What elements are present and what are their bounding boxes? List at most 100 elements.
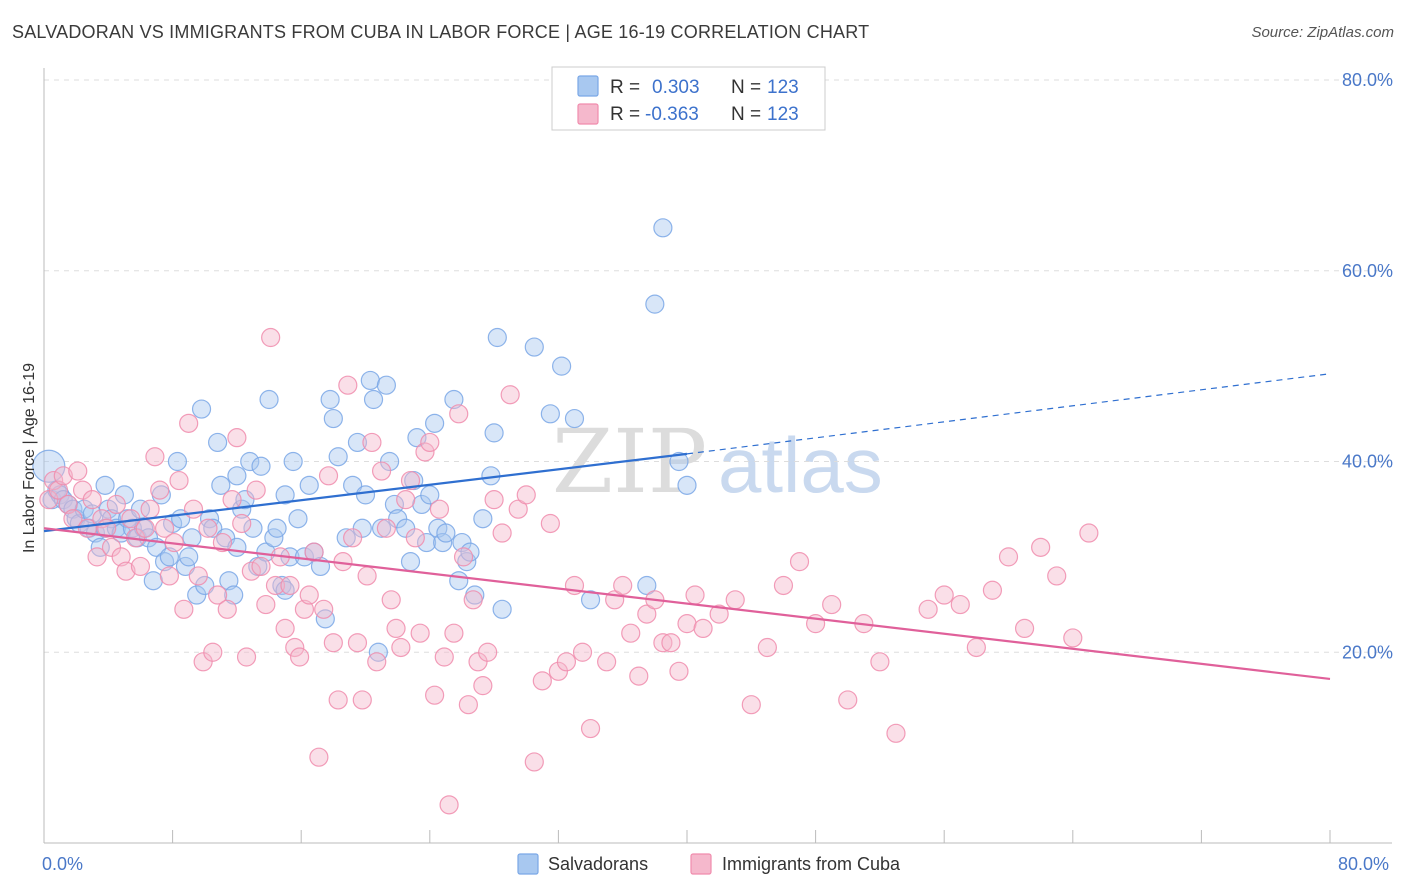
point-s1-31 <box>188 566 208 586</box>
point-s1-90 <box>473 676 493 696</box>
point-s1-71 <box>381 590 401 610</box>
point-s1-134 <box>982 580 1003 600</box>
series-legend-label-cuba: Immigrants from Cuba <box>722 854 901 874</box>
point-s1-50 <box>280 575 300 596</box>
point-s1-6 <box>68 461 88 481</box>
point-s1-130 <box>918 599 938 619</box>
point-s1-4 <box>58 494 78 515</box>
point-s1-135 <box>998 547 1019 567</box>
point-s1-133 <box>966 637 986 658</box>
point-s1-87 <box>458 695 478 715</box>
point-s1-119 <box>725 590 745 610</box>
point-s0-46 <box>224 585 244 605</box>
point-s1-114 <box>669 661 689 681</box>
point-s1-30 <box>183 499 204 519</box>
point-s0-67 <box>315 609 335 629</box>
trend-layer <box>43 373 1331 681</box>
series-layer <box>32 218 1099 815</box>
point-s1-113 <box>661 633 681 653</box>
point-s1-68 <box>367 652 387 672</box>
y-tick-label-0: 20.0% <box>1342 642 1393 662</box>
point-s0-106 <box>524 337 544 357</box>
point-s1-76 <box>405 528 425 548</box>
point-s0-107 <box>540 404 560 424</box>
watermark-atlas: atlas <box>718 421 883 509</box>
point-s1-57 <box>314 599 334 619</box>
point-s0-61 <box>283 451 303 472</box>
point-s1-85 <box>449 404 469 424</box>
point-s0-75 <box>355 485 376 505</box>
point-s1-24 <box>154 518 175 538</box>
point-s0-32 <box>167 451 188 472</box>
point-s0-80 <box>376 375 396 395</box>
point-s1-34 <box>203 642 223 662</box>
point-s0-62 <box>288 509 308 529</box>
point-s1-43 <box>246 480 266 500</box>
legend-n-label-1: N = <box>731 104 761 125</box>
point-s1-78 <box>415 442 435 462</box>
point-s1-54 <box>299 585 319 605</box>
point-s0-53 <box>251 456 271 476</box>
point-s0-87 <box>407 428 427 448</box>
point-s0-77 <box>363 389 384 410</box>
point-s0-112 <box>645 294 665 314</box>
point-s1-138 <box>1047 566 1067 586</box>
point-s1-110 <box>637 604 657 624</box>
point-s1-99 <box>540 513 560 534</box>
point-s1-62 <box>338 375 358 395</box>
point-s0-39 <box>195 575 215 596</box>
source-label: Source: ZipAtlas.com <box>1251 24 1394 41</box>
y-tick-label-3: 80.0% <box>1342 70 1393 90</box>
point-s0-109 <box>564 408 585 429</box>
point-s1-97 <box>524 752 544 772</box>
point-s1-116 <box>685 585 705 605</box>
point-s0-76 <box>360 370 380 391</box>
point-s0-90 <box>420 485 440 505</box>
point-s1-82 <box>434 647 454 667</box>
point-s1-41 <box>236 647 257 667</box>
point-s1-117 <box>693 618 713 639</box>
point-s1-56 <box>309 747 329 767</box>
point-s1-47 <box>265 575 286 596</box>
point-s1-137 <box>1031 537 1051 557</box>
point-s1-131 <box>934 585 954 605</box>
legend-r-value-1: -0.363 <box>645 104 699 125</box>
point-s1-139 <box>1063 628 1083 648</box>
point-s1-84 <box>444 623 464 643</box>
point-s1-132 <box>950 594 970 615</box>
point-s0-70 <box>328 447 348 467</box>
point-s0-69 <box>323 408 343 429</box>
point-s0-117 <box>227 466 247 486</box>
point-s1-121 <box>757 637 777 658</box>
point-s0-71 <box>336 528 356 548</box>
point-s1-49 <box>275 618 295 639</box>
point-s1-140 <box>1079 523 1099 543</box>
point-s1-95 <box>508 499 528 519</box>
y-tick-label-2: 60.0% <box>1342 261 1393 281</box>
point-s1-59 <box>323 633 343 653</box>
point-s1-37 <box>217 599 237 619</box>
point-s1-39 <box>227 428 247 448</box>
point-s0-45 <box>219 571 239 591</box>
point-s1-19 <box>130 556 151 577</box>
point-s1-33 <box>198 518 218 538</box>
point-s1-123 <box>789 552 810 572</box>
point-s0-55 <box>259 389 279 410</box>
point-s1-45 <box>256 594 276 615</box>
point-s1-118 <box>709 604 729 624</box>
point-s1-63 <box>343 528 363 548</box>
point-s1-10 <box>87 547 107 567</box>
point-s1-22 <box>145 447 165 467</box>
point-s0-91 <box>425 413 445 433</box>
point-s1-69 <box>371 461 392 481</box>
point-s1-9 <box>82 490 102 510</box>
point-s1-107 <box>613 575 633 596</box>
x-tick-label-max: 80.0% <box>1338 854 1389 874</box>
point-s0-108 <box>552 356 572 376</box>
y-tick-labels: 20.0% 40.0% 60.0% 80.0% <box>1342 70 1393 662</box>
point-s1-23 <box>150 480 170 500</box>
point-s1-73 <box>391 637 411 658</box>
point-s0-73 <box>347 432 368 453</box>
point-s0-42 <box>208 432 228 453</box>
point-s0-57 <box>267 518 287 538</box>
